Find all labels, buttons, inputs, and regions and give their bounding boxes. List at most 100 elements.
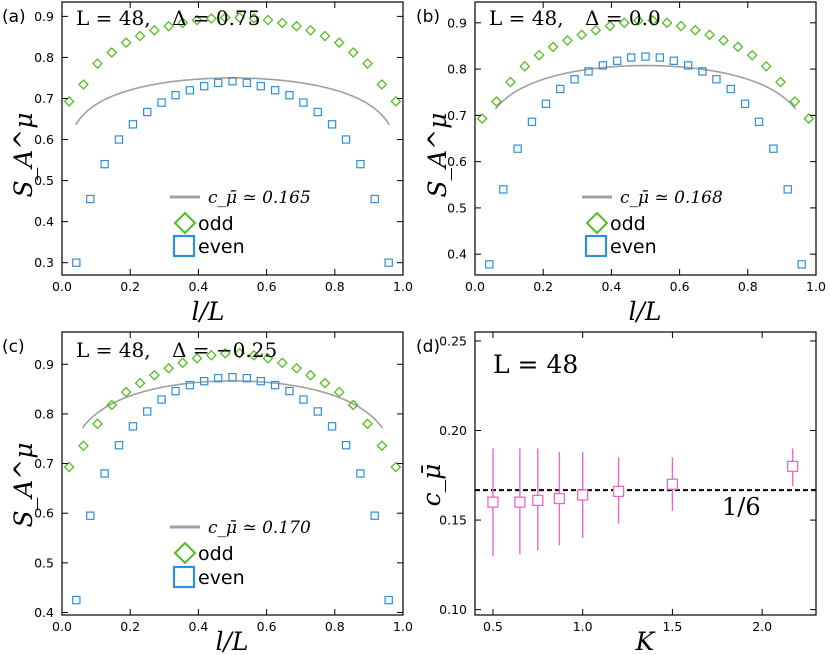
panel-b-odd-point (803, 113, 815, 125)
panel-c-odd-point (106, 399, 118, 411)
panel-d-xtick-label: 1.0 (573, 619, 593, 634)
panel-a-even-point (242, 78, 252, 88)
panel-a-even-point (327, 120, 337, 129)
panel-a-odd-point (276, 17, 288, 29)
panel-b-even-point (499, 185, 508, 194)
panel-c-odd-point (163, 362, 175, 374)
panel-c-legend-fit-label: c_μ̄ ≃ 0.170 (208, 518, 311, 538)
panel-c-ytick-label: 0.6 (34, 506, 54, 521)
panel-b-odd-point (476, 113, 488, 125)
panel-b-odd-point (732, 41, 744, 53)
panel-c-xlabel: l/L (215, 627, 248, 655)
panel-d-point (577, 489, 589, 501)
panel-c-title-size: L = 48, (76, 338, 151, 362)
panel-a-odd-point (92, 58, 103, 69)
panel-c-legend-even-marker (172, 565, 196, 589)
panel-c-label: (c) (2, 337, 25, 357)
panel-c-legend-odd-label: odd (198, 543, 234, 565)
panel-a-even-point (285, 90, 294, 100)
panel-c-odd-point (276, 357, 288, 369)
panel-a-ytick-label: 0.8 (34, 50, 54, 65)
panel-c-odd-point (248, 349, 260, 361)
panel-a-even-point (356, 159, 365, 169)
panel-d-xtick-label: 2.0 (752, 619, 772, 634)
panel-b-xtick-label: 0.6 (670, 279, 690, 294)
panel-a-legend-even-label: even (198, 236, 245, 258)
panel-d-reference-label: 1/6 (722, 493, 761, 521)
panel-d-ytick-label: 0.10 (439, 602, 467, 617)
panel-b-even-point (612, 56, 622, 65)
panel-b-odd-point (618, 17, 630, 29)
panel-b-xtick-label: 0.2 (533, 279, 553, 294)
panel-a-even-point (185, 86, 195, 95)
panel-c-odd-point (262, 352, 274, 364)
panel-a-odd-point (120, 37, 132, 49)
panel-b-legend-odd-marker (585, 211, 609, 235)
panel-a-odd-point (362, 58, 373, 69)
panel-a-title-delta: Δ = 0.75 (172, 6, 260, 30)
panel-c-data (63, 347, 402, 605)
panel-b-odd-point (576, 29, 588, 41)
panel-b-xlabel: l/L (628, 297, 661, 326)
panel-a-even-point (313, 107, 322, 117)
panel-c-even-point (299, 395, 308, 404)
panel-c-even-point (270, 380, 280, 390)
panel-a-legend-odd-marker (173, 211, 197, 235)
panel-b-odd-point (718, 34, 730, 46)
panel-a-odd-point (390, 95, 402, 107)
panel-a-xtick-label: 0.0 (52, 279, 72, 294)
panel-a-even-point (370, 194, 379, 204)
panel-b-ytick-label: 0.8 (447, 62, 467, 77)
panel-b-ytick-label: 0.7 (447, 108, 467, 123)
panel-b-odd-point (519, 60, 531, 72)
panel-a-data (63, 12, 402, 267)
panel-b-even-point (669, 56, 679, 65)
panel-b-odd-point (632, 15, 644, 26)
panel-a-odd-point (305, 24, 317, 36)
panel-a-even-point (143, 107, 152, 117)
panel-a-legend-odd-label: odd (198, 213, 234, 235)
panel-b-even-point (698, 67, 707, 76)
panel-d-point (612, 485, 625, 498)
panel-c-legend-even-label: even (198, 567, 245, 589)
panel-c-odd-point (319, 377, 331, 389)
panel-b-even-point (797, 260, 806, 269)
panel-d-point (487, 496, 499, 508)
panel-b-odd-point (704, 29, 716, 41)
panel-a-odd-point (63, 95, 75, 107)
panel-c-odd-point (191, 352, 203, 364)
panel-c-even-point (157, 395, 166, 404)
panel-a-odd-point (106, 47, 118, 58)
panel-d-frame (474, 331, 817, 616)
panel-b-title-size: L = 48, (489, 6, 564, 30)
panel-b-ytick-label: 0.9 (447, 15, 467, 30)
panel-c-even-point (128, 422, 138, 431)
panel-b-odd-point (561, 34, 573, 46)
panel-a-odd-point (163, 20, 175, 32)
panel-c-odd-point (333, 386, 345, 398)
panel-a-even-point (341, 135, 351, 144)
panel-a-even-point (199, 81, 209, 91)
panel-b-label: (b) (416, 7, 440, 27)
panel-c-title: L = 48, Δ = −0.25 (76, 338, 277, 362)
panel-c-ytick-label: 0.8 (34, 406, 54, 421)
panel-c-odd-point (234, 347, 246, 359)
panel-c: 0.0 0.2 0.4 0.6 0.8 1.0 0.4 0.5 0.6 0.7 0.8 0.9 (c)… (2, 331, 413, 655)
panel-a-odd-point (347, 47, 359, 58)
panel-c-even-point (199, 376, 209, 386)
panel-d-xlabel: K (635, 627, 656, 655)
panel-b-fit-curve (494, 64, 797, 110)
panel-a-even-point (114, 135, 124, 144)
panel-c-odd-point (362, 418, 373, 430)
panel-b-xtick-label: 0.4 (601, 279, 621, 294)
panel-b-even-point (712, 75, 721, 84)
panel-b-xtick-label: 0.0 (465, 279, 485, 294)
panel-c-odd-point (205, 349, 217, 361)
panel-a-legend-even-marker (172, 234, 196, 258)
panel-b-even-point (726, 84, 735, 94)
panel-a-even-point (256, 81, 266, 91)
panel-a-title: L = 48, Δ = 0.75 (76, 6, 260, 30)
panel-c-xtick-label: 0.6 (257, 619, 277, 634)
panel-a-even-point (384, 258, 393, 267)
panel-b-frame (474, 1, 817, 276)
